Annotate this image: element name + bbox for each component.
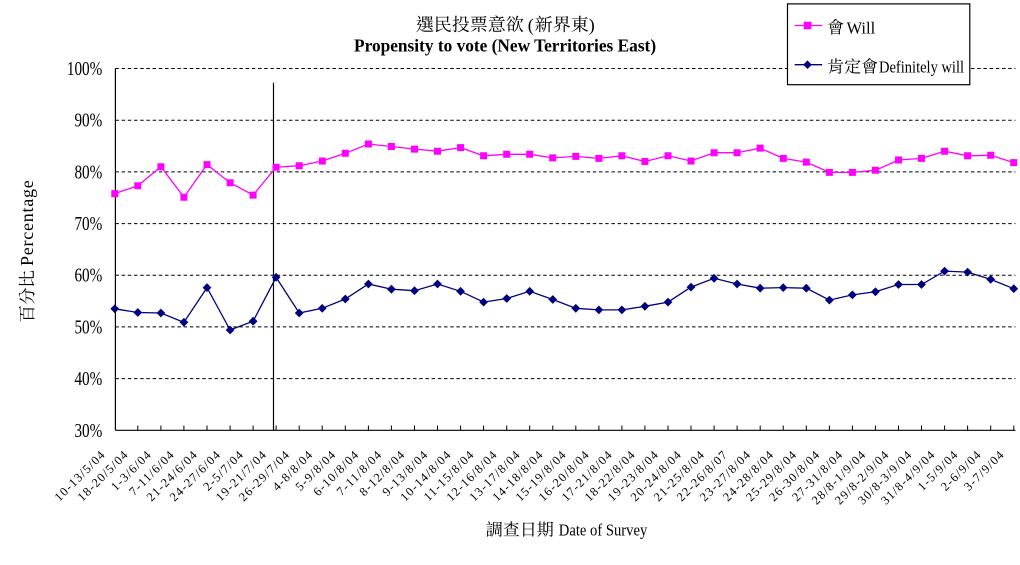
svg-text:Will: Will [847,18,876,37]
svg-text:80%: 80% [74,160,102,182]
svg-text:70%: 70% [74,212,102,234]
svg-text:(: ( [528,15,534,36]
svg-text:40%: 40% [74,367,102,389]
svg-text:Propensity to vote (New Territ: Propensity to vote (New Territories East… [354,35,656,55]
svg-text:Definitely will: Definitely will [879,59,964,77]
svg-text:60%: 60% [74,264,102,286]
svg-text:Percentage: Percentage [17,180,37,266]
svg-text:Date of Survey: Date of Survey [559,522,648,540]
svg-text:50%: 50% [74,316,102,338]
svg-text:30%: 30% [74,419,102,441]
svg-text:): ) [589,15,595,36]
svg-text:100%: 100% [67,57,102,79]
svg-text:90%: 90% [74,109,102,131]
